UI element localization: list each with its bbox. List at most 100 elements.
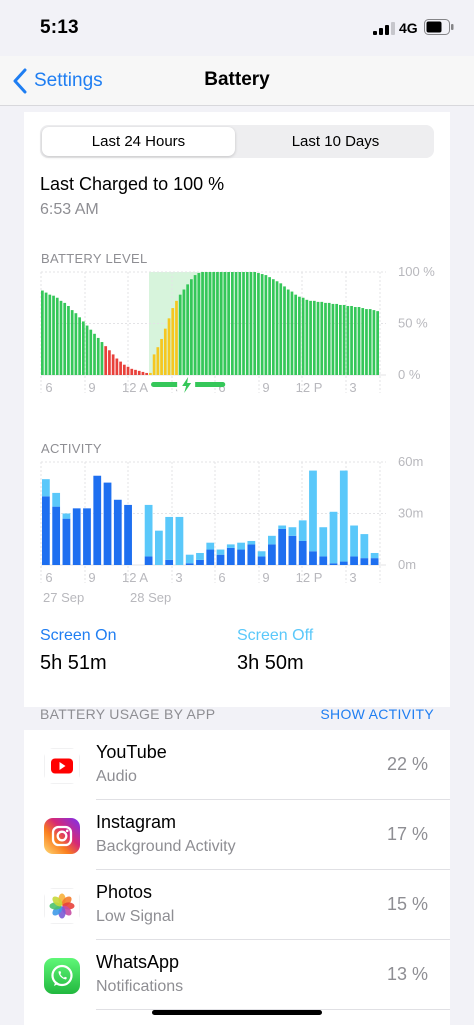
activity-screen-off-bar bbox=[165, 516, 174, 560]
battery-level-bar bbox=[175, 300, 178, 375]
activity-screen-on-bar bbox=[124, 504, 132, 565]
app-row-whatsapp[interactable]: WhatsApp Notifications 13 % bbox=[24, 940, 450, 1010]
activity-screen-on-bar bbox=[52, 506, 61, 565]
battery-level-bar bbox=[44, 292, 48, 375]
battery-level-bar bbox=[134, 369, 137, 375]
navigation-bar: Settings Battery bbox=[0, 56, 474, 106]
battery-level-bar bbox=[275, 281, 279, 375]
battery-level-bar bbox=[100, 342, 104, 375]
activity-screen-off-bar bbox=[42, 479, 50, 497]
battery-level-bar bbox=[81, 321, 85, 375]
battery-level-bar bbox=[309, 300, 312, 375]
chevron-left-icon bbox=[13, 68, 27, 94]
app-detail: Audio bbox=[96, 768, 137, 785]
battery-level-bar bbox=[115, 358, 119, 375]
activity-x-tick-label: 12 P bbox=[296, 570, 323, 585]
battery-level-bar bbox=[67, 305, 70, 375]
activity-x-tick-label: 9 bbox=[262, 570, 269, 585]
app-row-photos[interactable]: Photos Low Signal 15 % bbox=[24, 870, 450, 940]
page-title: Battery bbox=[204, 69, 270, 90]
battery-level-bar bbox=[286, 289, 290, 375]
activity-screen-on-bar bbox=[144, 556, 153, 565]
battery-level-y-tick-label: 100 % bbox=[398, 264, 435, 279]
activity-y-tick-label: 60m bbox=[398, 454, 423, 469]
battery-level-bar bbox=[372, 310, 376, 375]
app-detail: Low Signal bbox=[96, 908, 175, 925]
battery-level-bar bbox=[104, 346, 108, 375]
activity-chart: 60m 30m 0m 6 9 12 A 3 6 9 12 P 3 27 Sep 28 Sep bbox=[40, 454, 423, 605]
battery-level-bar bbox=[85, 325, 89, 375]
battery-level-bar bbox=[305, 299, 309, 375]
activity-screen-off-bar bbox=[288, 527, 297, 536]
battery-level-bar bbox=[230, 272, 234, 375]
activity-screen-on-bar bbox=[237, 549, 245, 565]
cellular-signal-icon bbox=[373, 22, 395, 35]
battery-level-bar bbox=[141, 371, 145, 375]
battery-level-bar bbox=[171, 308, 175, 375]
app-name: YouTube bbox=[96, 742, 167, 762]
app-detail: Notifications bbox=[96, 978, 184, 995]
usage-by-app-header: BATTERY USAGE BY APP bbox=[40, 706, 216, 722]
battery-level-x-tick-label: 6 bbox=[218, 380, 225, 395]
activity-screen-on-bar bbox=[309, 551, 317, 565]
battery-level-bar bbox=[294, 294, 298, 375]
battery-level-bar bbox=[63, 302, 67, 375]
battery-level-bar bbox=[327, 302, 331, 375]
battery-level-bar bbox=[353, 307, 357, 375]
battery-level-bar bbox=[346, 305, 350, 375]
activity-screen-on-bar bbox=[339, 561, 348, 565]
app-percent: 15 % bbox=[386, 894, 428, 914]
charging-bolt-icon bbox=[182, 377, 192, 393]
show-activity-button[interactable]: SHOW ACTIVITY bbox=[320, 706, 434, 722]
battery-level-bar bbox=[368, 309, 372, 375]
battery-level-bar bbox=[178, 294, 182, 375]
activity-screen-on-bar bbox=[257, 556, 266, 565]
battery-level-bar bbox=[201, 272, 204, 375]
activity-screen-off-bar bbox=[268, 535, 276, 545]
last-charged-time: 6:53 AM bbox=[40, 201, 99, 218]
activity-screen-on-bar bbox=[196, 559, 204, 565]
battery-level-x-tick-label: 3 bbox=[349, 380, 356, 395]
activity-screen-on-bar bbox=[370, 558, 379, 565]
activity-screen-on-bar bbox=[42, 496, 50, 565]
battery-level-bar bbox=[216, 272, 219, 375]
activity-screen-on-bar bbox=[165, 559, 174, 565]
battery-level-bar bbox=[119, 361, 122, 375]
activity-screen-off-bar bbox=[62, 513, 71, 519]
status-bar: 5:13 4G bbox=[0, 0, 474, 56]
battery-level-bar bbox=[376, 311, 379, 375]
back-button[interactable]: Settings bbox=[12, 66, 103, 96]
app-row-instagram[interactable]: Instagram Background Activity 17 % bbox=[24, 800, 450, 870]
app-row-youtube[interactable]: YouTube Audio 22 % bbox=[24, 730, 450, 800]
instagram-icon bbox=[44, 818, 80, 854]
battery-level-bar bbox=[149, 372, 152, 375]
battery-level-bar bbox=[320, 301, 324, 375]
segment-last-24-hours[interactable]: Last 24 Hours bbox=[42, 127, 235, 156]
battery-level-bar bbox=[290, 291, 294, 375]
battery-level-bar bbox=[182, 289, 186, 375]
battery-level-bar bbox=[264, 275, 268, 375]
youtube-icon bbox=[44, 748, 80, 784]
battery-level-bar bbox=[145, 372, 149, 375]
back-label: Settings bbox=[34, 70, 103, 91]
row-divider bbox=[96, 799, 450, 800]
battery-level-bar bbox=[48, 294, 52, 375]
activity-screen-off-bar bbox=[155, 530, 163, 565]
segment-last-10-days[interactable]: Last 10 Days bbox=[291, 133, 380, 150]
activity-screen-on-bar bbox=[319, 556, 328, 565]
activity-screen-off-bar bbox=[370, 552, 379, 559]
activity-screen-off-bar bbox=[196, 552, 204, 560]
battery-level-bar bbox=[301, 297, 305, 375]
activity-label: ACTIVITY bbox=[41, 441, 102, 456]
activity-date-label: 27 Sep bbox=[43, 590, 84, 605]
row-divider bbox=[96, 939, 450, 940]
battery-level-bar bbox=[55, 297, 59, 375]
battery-level-bar bbox=[193, 275, 197, 375]
battery-level-bar bbox=[167, 318, 171, 375]
battery-level-bar bbox=[234, 272, 238, 375]
battery-level-bar bbox=[59, 300, 63, 375]
activity-screen-on-bar bbox=[360, 558, 369, 565]
battery-level-bar bbox=[350, 305, 353, 375]
activity-screen-on-bar bbox=[93, 475, 102, 565]
activity-screen-off-bar bbox=[175, 516, 184, 565]
